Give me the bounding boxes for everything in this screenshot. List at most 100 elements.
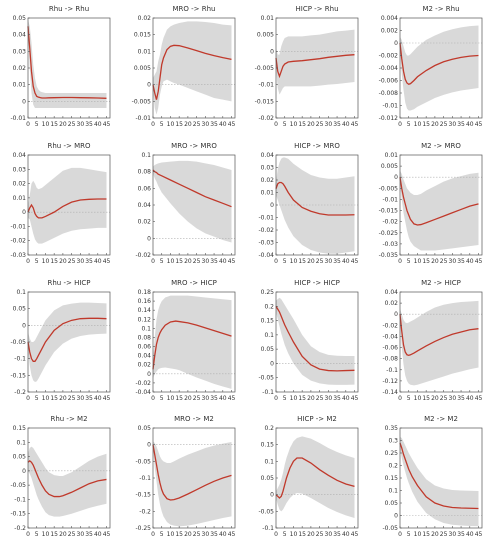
y-tick-label: -0.25 <box>135 525 151 532</box>
y-tick-label: -0.015 <box>379 208 399 215</box>
x-tick-label: 20 <box>431 258 439 265</box>
x-tick-label: 20 <box>307 258 315 265</box>
response-line <box>27 460 107 498</box>
x-tick-label: 5 <box>407 531 411 538</box>
x-tick-label: 30 <box>325 531 333 538</box>
y-tick-label: 0.2 <box>264 425 274 432</box>
x-tick-label: 5 <box>407 258 411 265</box>
x-tick-label: 35 <box>210 121 218 128</box>
irf-panel: MRO -> Rhu 0.02 0.015 0.01 0.005 0 -0.005 -0.01… <box>132 5 236 128</box>
y-tick-label: -0.02 <box>258 227 274 234</box>
y-tick-label: 0.03 <box>261 165 275 172</box>
x-tick-label: 5 <box>283 121 287 128</box>
y-tick-label: -0.025 <box>379 230 399 237</box>
y-tick-label: 0.02 <box>138 219 152 226</box>
panel-title: MRO -> MRO <box>171 142 217 150</box>
y-tick-label: -0.01 <box>10 223 26 230</box>
response-line <box>399 442 479 510</box>
y-tick-label: -0.012 <box>379 115 399 122</box>
y-tick-label: -0.15 <box>10 511 26 518</box>
x-tick-label: 45 <box>103 121 111 128</box>
x-tick-label: 35 <box>210 258 218 265</box>
x-tick-label: 40 <box>466 395 474 402</box>
x-tick-label: 45 <box>228 395 236 402</box>
x-tick-label: 35 <box>85 531 93 538</box>
x-tick-label: 30 <box>449 258 457 265</box>
x-tick-label: 40 <box>94 258 102 265</box>
irf-panel: Rhu -> MRO 0.04 0.03 0.02 0.01 0 -0.01 -0.02 -0.… <box>10 142 110 265</box>
x-tick-label: 25 <box>193 531 201 538</box>
x-tick-label: 40 <box>219 258 227 265</box>
y-tick-label: 0 <box>394 513 398 520</box>
x-tick-label: 45 <box>351 395 359 402</box>
y-tick-label: 0.04 <box>138 202 152 209</box>
y-tick-label: -0.04 <box>258 252 274 259</box>
x-tick-label: 20 <box>184 121 192 128</box>
x-tick-label: 10 <box>167 258 175 265</box>
y-tick-label: -0.1 <box>139 475 151 482</box>
y-tick-label: 0.1 <box>388 488 398 495</box>
y-tick-label: 0.05 <box>13 15 27 22</box>
y-tick-label: -0.01 <box>382 103 398 110</box>
x-tick-label: 15 <box>175 121 183 128</box>
y-tick-label: -0.005 <box>379 185 399 192</box>
x-tick-label: 10 <box>167 121 175 128</box>
y-tick-label: 0.02 <box>261 177 275 184</box>
y-tick-label: -0.14 <box>382 389 398 396</box>
irf-panel: M2 -> Rhu 0.004 0.002 0 -0.002 -0.004 -0.006 -0… <box>379 5 483 128</box>
y-tick-label: -0.1 <box>262 389 274 396</box>
x-tick-label: 10 <box>42 258 50 265</box>
response-line <box>399 42 479 85</box>
y-tick-label: -0.03 <box>382 241 398 248</box>
x-tick-label: 30 <box>77 531 85 538</box>
x-tick-label: 15 <box>175 531 183 538</box>
x-tick-label: 40 <box>342 395 350 402</box>
x-tick-label: 30 <box>202 121 210 128</box>
x-tick-label: 25 <box>440 531 448 538</box>
response-line <box>152 444 232 501</box>
x-tick-label: 5 <box>407 395 411 402</box>
x-tick-label: 5 <box>35 258 39 265</box>
x-tick-label: 10 <box>290 531 298 538</box>
x-tick-label: 30 <box>449 121 457 128</box>
x-tick-label: 20 <box>307 531 315 538</box>
y-tick-label: -0.15 <box>10 372 26 379</box>
x-tick-label: 20 <box>59 121 67 128</box>
response-line <box>152 169 232 208</box>
y-tick-label: 0 <box>147 442 151 449</box>
irf-panel: HICP -> MRO 0.04 0.03 0.02 0.01 0 -0.01 -0.02 -0… <box>258 142 358 265</box>
x-tick-label: 15 <box>50 531 58 538</box>
plot-frame <box>399 291 483 393</box>
y-tick-label: 0.04 <box>13 152 27 159</box>
y-tick-label: -0.1 <box>14 356 26 363</box>
y-tick-label: 0.04 <box>261 152 275 159</box>
y-tick-label: 0.02 <box>13 181 27 188</box>
y-tick-label: -0.02 <box>258 115 274 122</box>
irf-panel: HICP -> M20.20.150.10.050-0.05-0.10 5 10 15… <box>258 415 358 538</box>
x-tick-label: 10 <box>42 395 50 402</box>
x-tick-label: 30 <box>325 121 333 128</box>
y-tick-label: 0 <box>147 82 151 89</box>
y-tick-label: -0.04 <box>382 333 398 340</box>
y-tick-label: 0.02 <box>385 300 399 307</box>
x-tick-label: 10 <box>414 531 422 538</box>
x-tick-label: 0 <box>26 395 30 402</box>
x-tick-label: 15 <box>298 121 306 128</box>
x-tick-label: 10 <box>167 531 175 538</box>
x-tick-label: 35 <box>333 531 341 538</box>
y-tick-label: 0.1 <box>141 325 151 332</box>
confidence-band <box>400 436 479 527</box>
x-tick-label: 0 <box>26 121 30 128</box>
panel-title: MRO -> Rhu <box>173 5 216 13</box>
x-tick-label: 40 <box>466 121 474 128</box>
y-tick-label: 0.1 <box>141 152 151 159</box>
x-tick-label: 30 <box>325 395 333 402</box>
x-tick-label: 25 <box>193 258 201 265</box>
plot-frame <box>399 154 483 256</box>
x-tick-label: 45 <box>228 531 236 538</box>
y-tick-label: 0.05 <box>138 425 152 432</box>
x-tick-label: 5 <box>160 121 164 128</box>
x-tick-label: 45 <box>228 121 236 128</box>
